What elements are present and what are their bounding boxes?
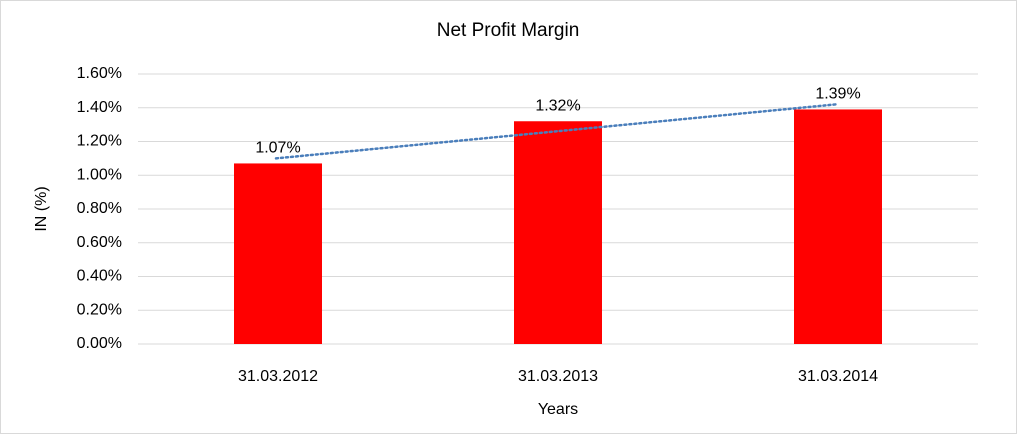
value-label: 1.07% bbox=[255, 140, 300, 157]
value-label: 1.32% bbox=[535, 97, 580, 114]
y-tick-label: 0.40% bbox=[77, 268, 122, 285]
value-label: 1.39% bbox=[815, 86, 860, 103]
y-tick-label: 1.40% bbox=[77, 99, 122, 116]
bar bbox=[234, 163, 322, 344]
y-tick-label: 1.60% bbox=[77, 65, 122, 82]
y-tick-label: 0.20% bbox=[77, 301, 122, 318]
y-tick-label: 1.20% bbox=[77, 133, 122, 150]
x-tick-label: 31.03.2012 bbox=[238, 368, 318, 385]
bar bbox=[794, 109, 882, 344]
x-tick-label: 31.03.2014 bbox=[798, 368, 878, 385]
chart-title: Net Profit Margin bbox=[437, 20, 580, 41]
trendline bbox=[274, 103, 838, 160]
y-axis-label: IN (%) bbox=[33, 186, 50, 231]
y-tick-label: 1.00% bbox=[77, 166, 122, 183]
x-tick-label: 31.03.2013 bbox=[518, 368, 598, 385]
bar bbox=[514, 121, 602, 344]
y-tick-label: 0.00% bbox=[77, 335, 122, 352]
y-tick-label: 0.80% bbox=[77, 200, 122, 217]
x-axis-label: Years bbox=[538, 401, 578, 418]
y-tick-label: 0.60% bbox=[77, 234, 122, 251]
